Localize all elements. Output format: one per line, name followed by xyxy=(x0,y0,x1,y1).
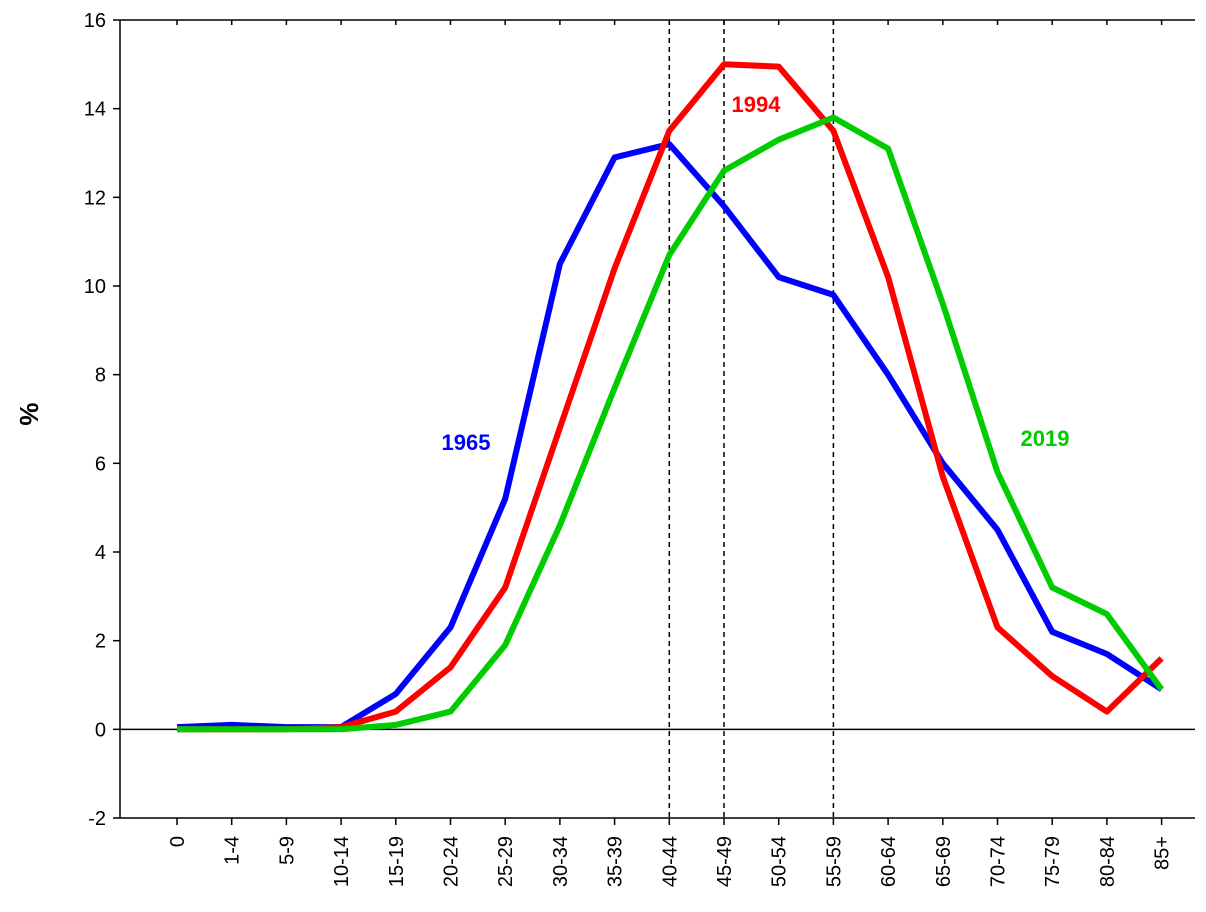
series-lines xyxy=(176,61,1165,733)
series-labels: 1965 1994 2019 xyxy=(442,92,1070,455)
y-tick-label: 10 xyxy=(84,276,106,298)
x-tick-label: 0 xyxy=(167,836,189,847)
axes: -2 0 2 4 6 8 10 12 14 16 0 1-4 5-9 10-14 15-19 20-24 25-… xyxy=(84,10,1195,887)
x-tick-label: 60-64 xyxy=(878,836,900,887)
series-label-1965: 1965 xyxy=(442,430,491,455)
x-tick-label: 45-49 xyxy=(714,836,736,887)
y-tick-label: 16 xyxy=(84,10,106,32)
x-tick-label: 15-19 xyxy=(386,836,408,887)
y-tick-label: 0 xyxy=(95,719,106,741)
series-label-2019: 2019 xyxy=(1021,426,1070,451)
x-tick-label: 65-69 xyxy=(933,836,955,887)
x-tick-label: 25-29 xyxy=(495,836,517,887)
x-tick-label: 40-44 xyxy=(659,836,681,887)
y-tick-label: 8 xyxy=(95,365,106,387)
series-line-2019 xyxy=(177,114,1165,733)
x-tick-label: 85+ xyxy=(1152,836,1174,870)
x-tick-label: 75-79 xyxy=(1042,836,1064,887)
x-tick-label: 70-74 xyxy=(988,836,1010,887)
y-tick-label: 2 xyxy=(95,631,106,653)
x-tick-label: 5-9 xyxy=(276,836,298,865)
y-tick-label: 14 xyxy=(84,99,106,121)
y-tick-label: 4 xyxy=(95,542,106,564)
x-tick-label: 50-54 xyxy=(769,836,791,887)
x-tick-label: 20-24 xyxy=(441,836,463,887)
x-tick-label: 1-4 xyxy=(222,836,244,865)
y-axis-title: % xyxy=(14,402,44,425)
x-tick-label: 55-59 xyxy=(823,836,845,887)
x-tick-label: 10-14 xyxy=(331,836,353,887)
y-tick-label: 6 xyxy=(95,453,106,475)
reference-lines xyxy=(668,20,835,818)
x-tick-label: 35-39 xyxy=(605,836,627,887)
y-tick-label: -2 xyxy=(88,808,106,830)
x-tick-label: 30-34 xyxy=(550,836,572,887)
y-tick-label: 12 xyxy=(84,187,106,209)
series-label-1994: 1994 xyxy=(732,92,782,117)
x-tick-label: 80-84 xyxy=(1097,836,1119,887)
